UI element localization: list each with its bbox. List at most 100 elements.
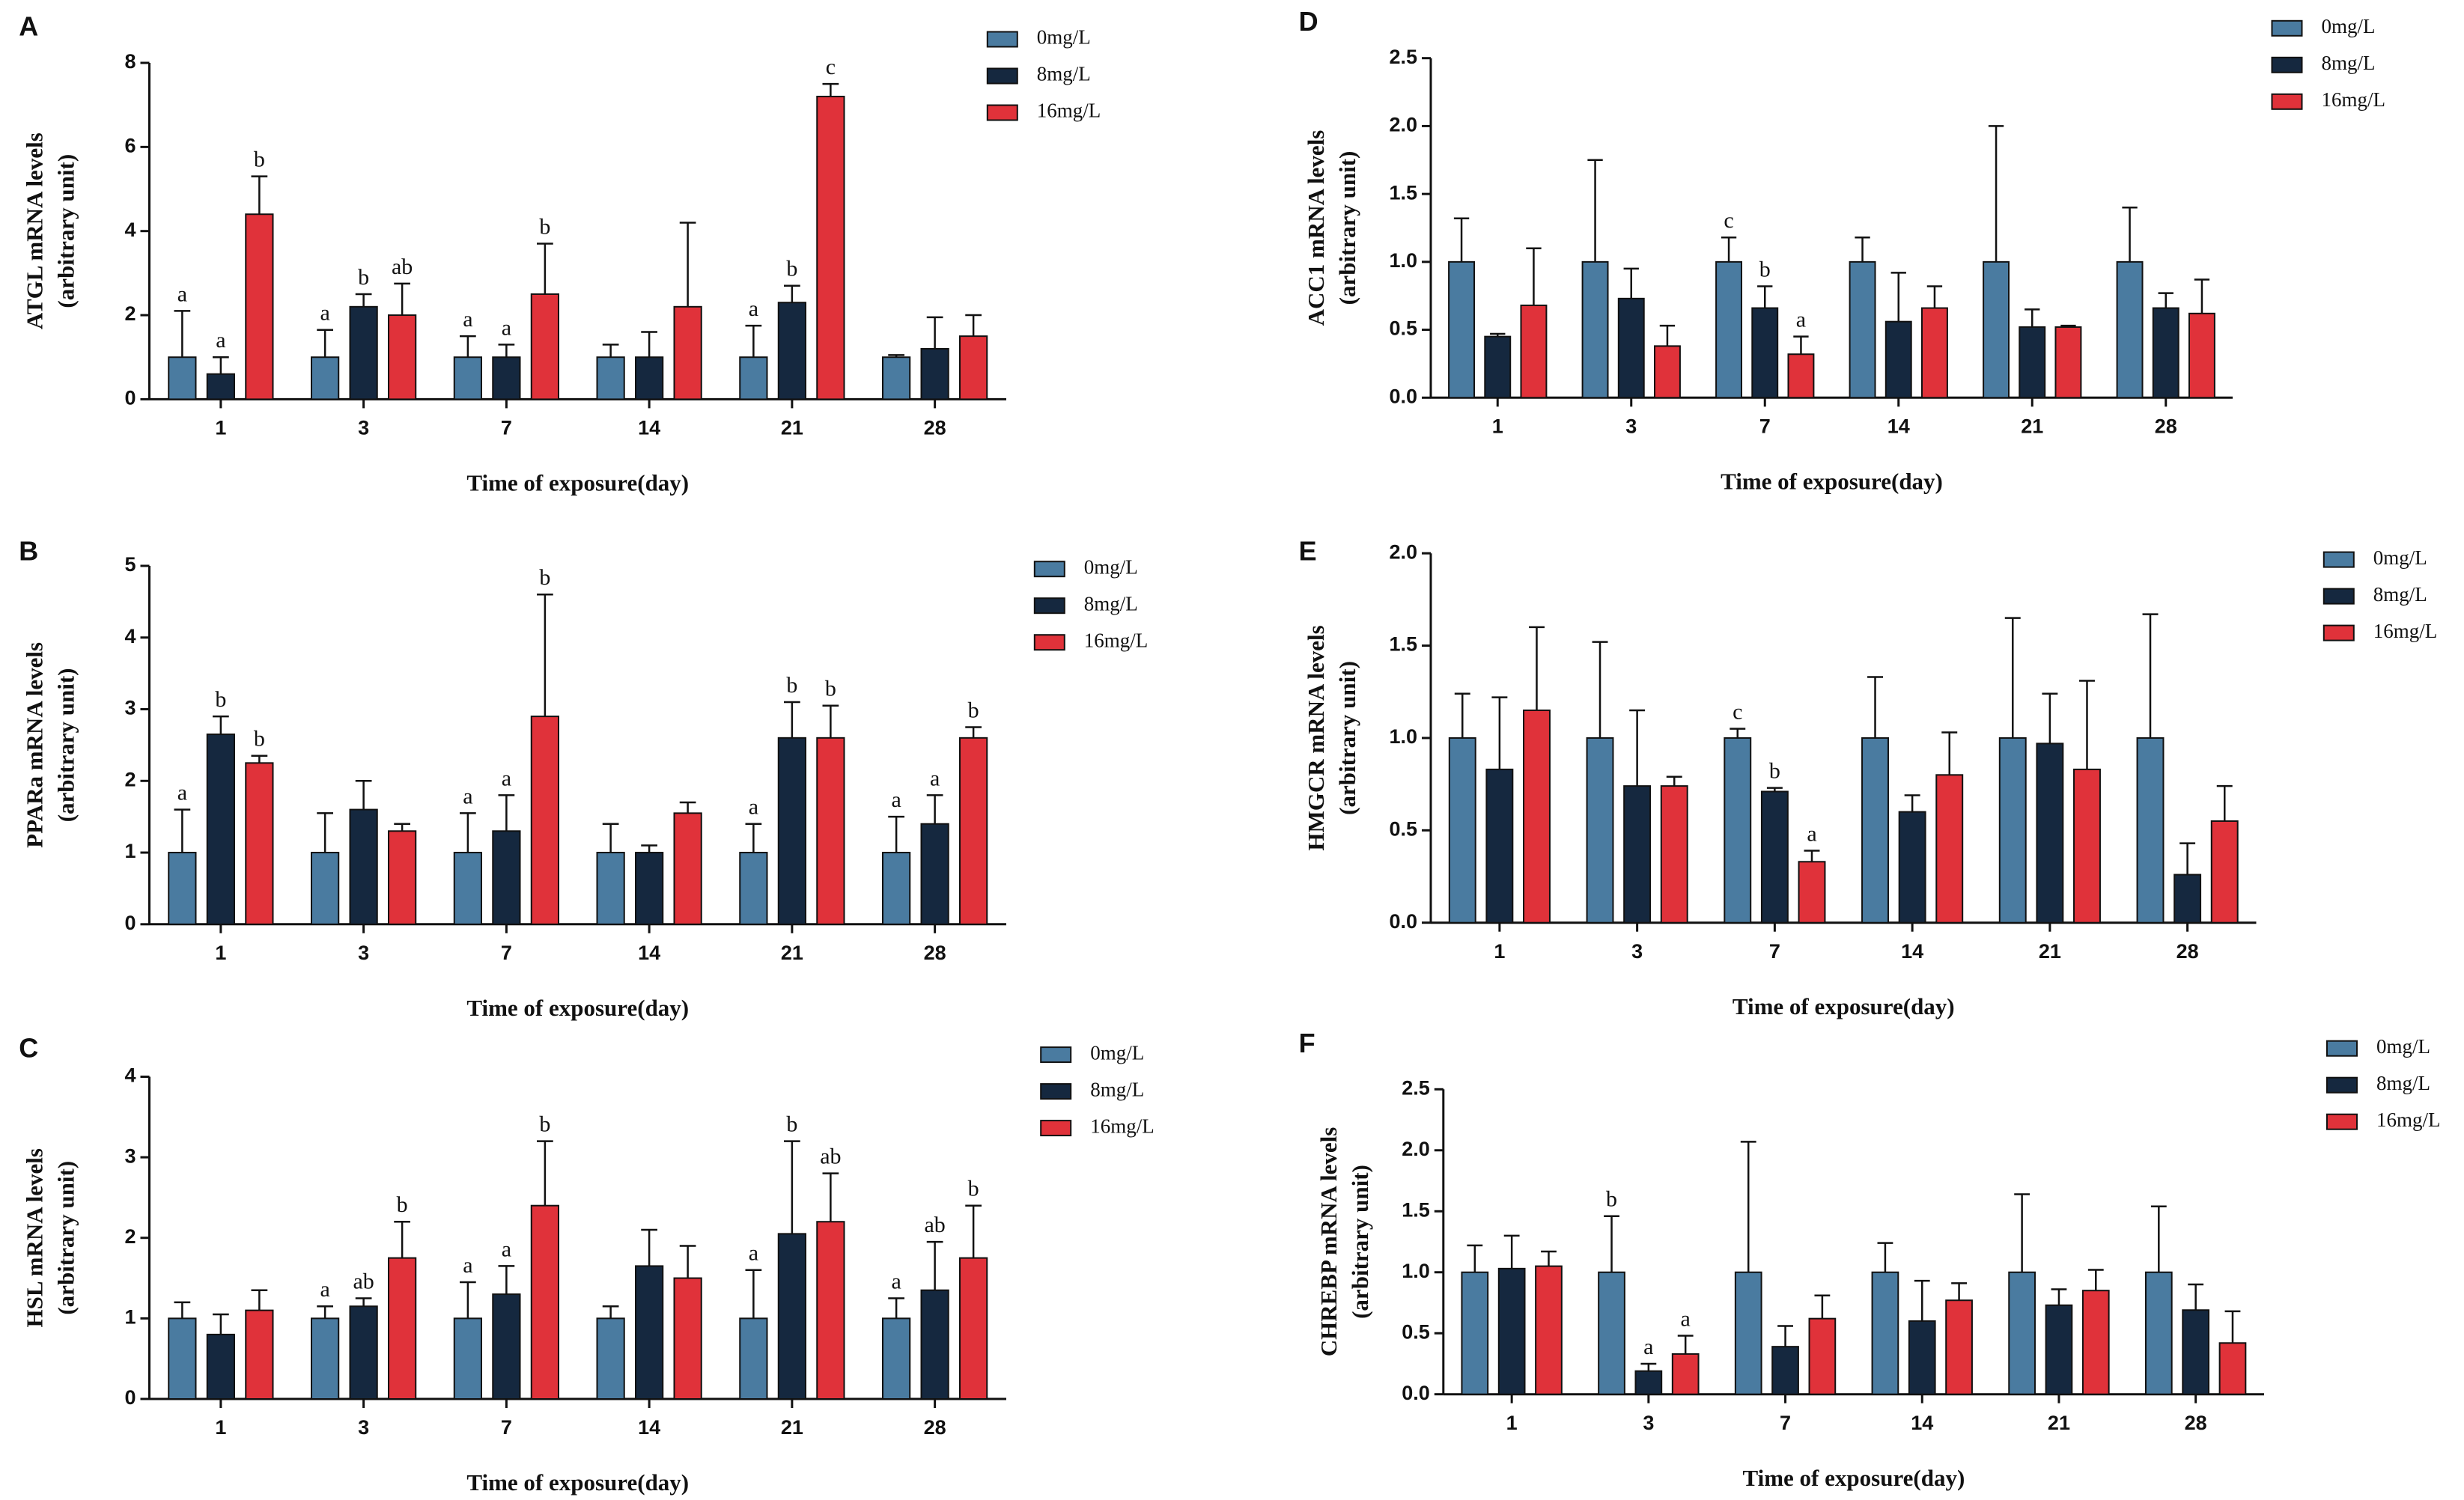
y-axis-label: ACC1 mRNA levels bbox=[1303, 130, 1329, 326]
legend-label: 8mg/L bbox=[2322, 52, 2376, 74]
bar bbox=[673, 305, 702, 400]
bar bbox=[1715, 260, 1743, 399]
y-tick-label: 1 bbox=[124, 840, 136, 862]
x-tick-label: 21 bbox=[2048, 1412, 2070, 1434]
bar bbox=[2116, 260, 2144, 399]
significance-letter: a bbox=[1681, 1306, 1691, 1331]
y-tick-label: 2 bbox=[124, 1225, 136, 1248]
bar bbox=[2188, 312, 2215, 399]
bar bbox=[1448, 260, 1476, 399]
y-tick-label: 1.5 bbox=[1389, 181, 1417, 204]
significance-letter: a bbox=[749, 1241, 758, 1266]
bar bbox=[1884, 320, 1912, 399]
bar bbox=[453, 1317, 482, 1400]
bar bbox=[1520, 304, 1548, 399]
y-axis-label: (arbitrary unit) bbox=[53, 154, 79, 308]
legend-swatch bbox=[2326, 1113, 2358, 1130]
y-tick-label: 1.0 bbox=[1402, 1260, 1430, 1282]
x-tick-label: 1 bbox=[1494, 940, 1505, 963]
bar bbox=[1945, 1299, 1973, 1395]
x-tick-label: 3 bbox=[358, 417, 369, 439]
x-tick-label: 1 bbox=[1506, 1412, 1518, 1434]
x-tick-label: 28 bbox=[2185, 1412, 2207, 1434]
bar bbox=[206, 1333, 235, 1400]
legend-swatch bbox=[2271, 19, 2303, 37]
x-tick-label: 21 bbox=[781, 417, 803, 439]
y-tick-label: 2 bbox=[124, 768, 136, 790]
bar bbox=[777, 302, 806, 400]
bar bbox=[596, 852, 625, 925]
y-axis-label: (arbitrary unit) bbox=[1347, 1165, 1373, 1319]
legend-swatch bbox=[2326, 1076, 2358, 1094]
x-tick-label: 1 bbox=[215, 417, 226, 439]
legend-swatch bbox=[1033, 634, 1065, 651]
bar bbox=[245, 213, 274, 400]
legend-label: 0mg/L bbox=[1084, 555, 1138, 578]
y-tick-label: 5 bbox=[124, 553, 136, 576]
x-axis-label: Time of exposure(day) bbox=[466, 470, 689, 496]
legend-swatch bbox=[1033, 561, 1065, 578]
legend-swatch bbox=[1040, 1083, 1072, 1100]
bar bbox=[1871, 1271, 1899, 1395]
significance-letter: c bbox=[1733, 700, 1742, 725]
x-tick-label: 14 bbox=[1887, 415, 1910, 437]
significance-letter: b bbox=[968, 698, 979, 722]
significance-letter: a bbox=[463, 784, 472, 808]
bar bbox=[206, 734, 235, 925]
x-tick-label: 14 bbox=[1911, 1412, 1933, 1434]
bar bbox=[1598, 1271, 1625, 1395]
y-tick-label: 1.0 bbox=[1389, 249, 1417, 272]
legend-label: 0mg/L bbox=[1037, 26, 1091, 49]
bar bbox=[920, 347, 949, 400]
bar bbox=[1586, 737, 1614, 924]
y-tick-label: 1 bbox=[124, 1306, 136, 1329]
significance-letter: ab bbox=[820, 1144, 841, 1169]
bar bbox=[2144, 1271, 2173, 1395]
legend-swatch bbox=[1033, 597, 1065, 615]
legend-swatch bbox=[2322, 551, 2355, 568]
bar bbox=[1751, 307, 1779, 399]
significance-letter: b bbox=[358, 265, 369, 290]
x-axis-label: Time of exposure(day) bbox=[1721, 468, 1943, 494]
panel-letter: D bbox=[1299, 6, 1318, 37]
x-tick-label: 14 bbox=[1901, 940, 1923, 963]
bar bbox=[2174, 874, 2202, 924]
legend-label: 16mg/L bbox=[1084, 629, 1149, 651]
bar bbox=[245, 1309, 274, 1400]
significance-letter: b bbox=[539, 1112, 550, 1136]
bar bbox=[882, 356, 911, 400]
legend-label: 0mg/L bbox=[2376, 1035, 2430, 1058]
bar bbox=[1908, 1320, 1936, 1395]
panel-chart: D 0.0 0.5 1.0 1.5 2.0 2.5 1 3 7 c b a 14 21 28 ACC1 mRNA… bbox=[1299, 6, 2385, 494]
x-tick-label: 28 bbox=[924, 1416, 946, 1439]
bar bbox=[816, 1221, 845, 1400]
x-axis-label: Time of exposure(day) bbox=[1733, 993, 1955, 1019]
bar bbox=[920, 823, 949, 925]
legend-label: 0mg/L bbox=[2322, 15, 2376, 37]
y-tick-label: 8 bbox=[124, 50, 136, 73]
significance-letter: c bbox=[826, 55, 836, 79]
x-tick-label: 21 bbox=[2039, 940, 2061, 963]
legend-label: 8mg/L bbox=[1090, 1078, 1144, 1100]
bar bbox=[959, 335, 988, 400]
x-tick-label: 14 bbox=[638, 417, 660, 439]
bar bbox=[959, 737, 988, 925]
y-axis-label: (arbitrary unit) bbox=[1334, 151, 1360, 305]
significance-letter: c bbox=[1724, 208, 1733, 233]
bar bbox=[1787, 353, 1815, 399]
bar bbox=[2054, 326, 2082, 399]
x-tick-label: 28 bbox=[2176, 940, 2199, 963]
significance-letter: b bbox=[215, 687, 226, 712]
x-tick-label: 28 bbox=[924, 942, 946, 964]
panel-chart: E 0.0 0.5 1.0 1.5 2.0 1 3 7 c b a 14 21 28 HMGCR mRNA l… bbox=[1299, 536, 2438, 1019]
legend-label: 16mg/L bbox=[1037, 100, 1101, 122]
significance-letter: a bbox=[463, 1253, 472, 1278]
significance-letter: a bbox=[502, 315, 511, 340]
legend-label: 16mg/L bbox=[2376, 1109, 2441, 1131]
bar bbox=[168, 852, 197, 925]
y-axis-label: (arbitrary unit) bbox=[53, 668, 79, 823]
bar bbox=[1998, 737, 2027, 924]
panel-letter: B bbox=[19, 536, 38, 567]
bar bbox=[388, 1257, 417, 1400]
